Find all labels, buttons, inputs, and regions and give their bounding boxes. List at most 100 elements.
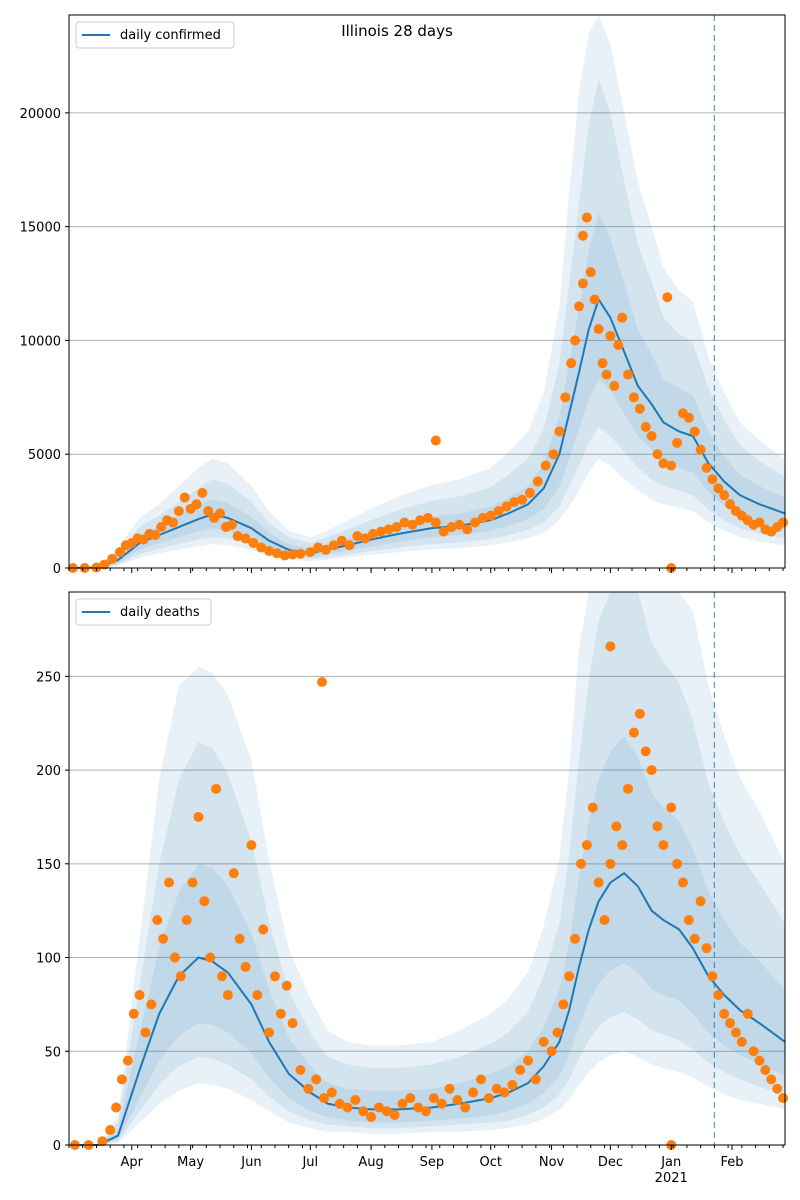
y-tick-label: 150 — [36, 858, 61, 873]
y-tick-label: 200 — [36, 764, 61, 779]
observed-point — [150, 530, 161, 541]
y-tick-label: 10000 — [20, 334, 61, 349]
observed-point — [468, 1087, 479, 1098]
observed-point — [422, 512, 433, 523]
observed-point — [597, 358, 608, 369]
observed-point — [295, 1065, 306, 1076]
observed-point — [391, 522, 402, 533]
observed-point — [730, 1027, 741, 1038]
observed-point — [430, 517, 441, 528]
chart-panel-confirmed: 0 5000 10000 15000 20000 daily confirmed — [20, 14, 789, 577]
model-line — [70, 871, 786, 1146]
observed-point — [460, 1102, 471, 1113]
observed-point — [485, 510, 496, 521]
observed-point — [493, 506, 504, 517]
observed-point — [515, 1065, 526, 1076]
observed-point — [375, 526, 386, 537]
observed-point — [320, 544, 331, 555]
observed-point — [258, 924, 269, 935]
observed-point — [275, 1008, 286, 1019]
observed-point — [383, 524, 394, 535]
observed-point — [350, 1095, 361, 1106]
observed-point — [240, 961, 251, 972]
observed-point — [352, 531, 363, 542]
observed-point — [605, 641, 616, 652]
observed-point — [475, 1074, 486, 1085]
observed-point — [389, 1110, 400, 1121]
observed-point — [462, 524, 473, 535]
observed-point — [366, 1111, 377, 1122]
observed-point — [672, 858, 683, 869]
observed-point — [658, 840, 669, 851]
uncertainty-bands — [70, 15, 785, 569]
legend: daily deaths — [75, 598, 212, 626]
observed-point — [707, 971, 718, 982]
observed-point — [187, 877, 198, 888]
model-line — [70, 297, 786, 569]
y-tick-label: 15000 — [20, 221, 61, 236]
observed-point — [228, 868, 239, 879]
observed-point — [158, 933, 169, 944]
observed-point — [334, 1098, 345, 1109]
observed-point — [707, 474, 718, 485]
observed-point — [446, 522, 457, 533]
observed-point — [156, 522, 167, 533]
observed-point — [634, 708, 645, 719]
observed-point — [167, 517, 178, 528]
observed-point — [575, 858, 586, 869]
observed-point — [760, 1065, 771, 1076]
axes-frame — [68, 591, 786, 1146]
observed-point — [713, 483, 724, 494]
observed-point — [766, 1074, 777, 1085]
observed-point — [713, 990, 724, 1001]
observed-point — [173, 506, 184, 517]
y-axis: 0 50 100 150 200 250 — [36, 670, 69, 1154]
observed-point — [305, 547, 316, 558]
y-tick-label: 20000 — [20, 107, 61, 122]
observed-point — [574, 301, 585, 312]
observed-point — [483, 1093, 494, 1104]
observed-point — [311, 1074, 322, 1085]
observed-point — [197, 487, 208, 498]
observed-point — [181, 915, 192, 926]
observed-point — [240, 533, 251, 544]
observed-point — [640, 746, 651, 757]
observed-point — [530, 1074, 541, 1085]
observed-point — [407, 519, 418, 530]
observed-point — [175, 971, 186, 982]
observed-point — [725, 1018, 736, 1029]
observed-point — [146, 999, 157, 1010]
observed-point — [570, 933, 581, 944]
y-tick-label: 5000 — [28, 448, 61, 463]
uncertainty-band-2 — [70, 592, 785, 1145]
observed-point — [628, 727, 639, 738]
observed-point — [111, 1102, 122, 1113]
observed-point — [672, 437, 683, 448]
observed-point — [540, 460, 551, 471]
observed-point — [754, 517, 765, 528]
grid-lines — [69, 675, 785, 1052]
observed-point — [226, 519, 237, 530]
observed-point — [115, 547, 126, 558]
observed-point — [577, 230, 588, 241]
observed-point — [413, 1102, 424, 1113]
observed-point — [564, 971, 575, 982]
legend-box — [75, 21, 235, 49]
observed-point — [336, 535, 347, 546]
observed-point — [303, 1083, 314, 1094]
observed-point — [623, 369, 634, 380]
observed-point — [646, 765, 657, 776]
observed-point — [662, 292, 673, 303]
observed-point — [358, 1106, 369, 1117]
observed-point — [122, 1055, 133, 1066]
uncertainty-band-1 — [70, 212, 785, 568]
observed-point — [491, 1083, 502, 1094]
observed-point — [719, 1008, 730, 1019]
observed-point — [538, 1036, 549, 1047]
observed-point — [501, 501, 512, 512]
observed-point — [342, 1102, 353, 1113]
observed-point — [517, 494, 528, 505]
observed-point — [701, 462, 712, 473]
